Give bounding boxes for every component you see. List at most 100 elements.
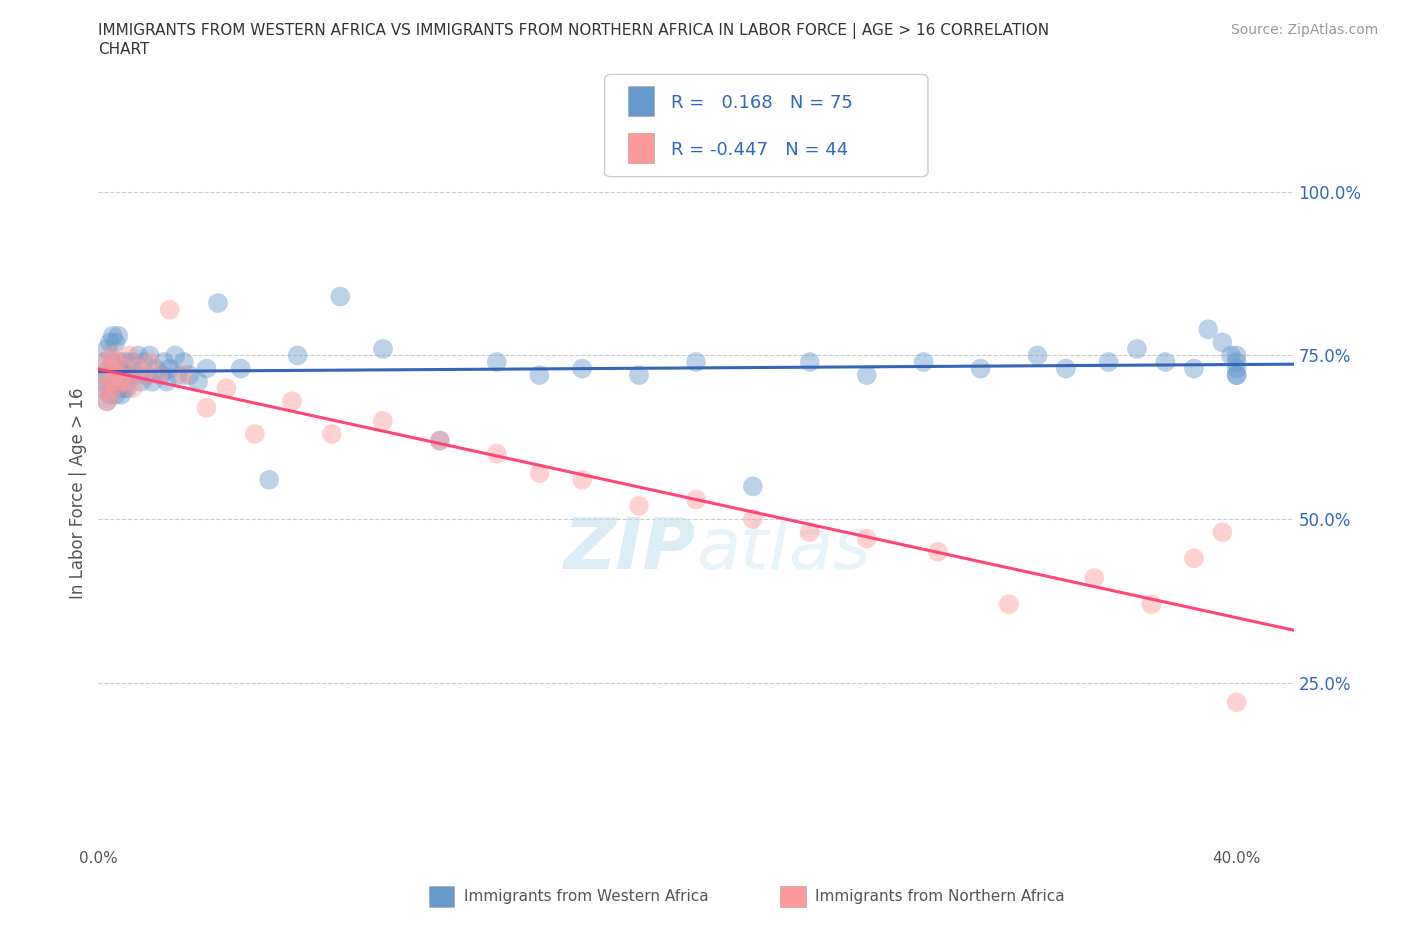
Point: [90, 374, 112, 389]
Point: [121, 380, 143, 395]
Point: [1182, 551, 1205, 565]
Point: [799, 354, 821, 369]
Point: [148, 367, 170, 382]
Point: [969, 361, 991, 376]
Point: [257, 472, 280, 487]
Point: [93, 380, 115, 395]
Point: [855, 531, 877, 546]
Point: [150, 367, 173, 382]
Text: R = -0.447   N = 44: R = -0.447 N = 44: [671, 140, 848, 159]
Point: [173, 354, 195, 369]
Point: [104, 387, 127, 402]
Point: [207, 296, 229, 311]
Text: ZIP: ZIP: [564, 515, 696, 584]
Point: [159, 302, 181, 317]
Point: [135, 367, 157, 382]
Point: [107, 380, 129, 395]
Point: [107, 354, 129, 369]
Point: [96, 354, 118, 369]
Point: [571, 361, 593, 376]
Point: [138, 354, 160, 369]
Point: [998, 597, 1021, 612]
Point: [1026, 348, 1049, 363]
Point: [187, 374, 209, 389]
Point: [371, 414, 394, 429]
Point: [1126, 341, 1149, 356]
Point: [104, 354, 127, 369]
Point: [132, 367, 155, 382]
Point: [429, 433, 451, 448]
Point: [371, 341, 394, 356]
Point: [112, 380, 135, 395]
Point: [1226, 354, 1249, 369]
Point: [927, 544, 949, 559]
Point: [281, 393, 304, 408]
Point: [107, 328, 129, 343]
Point: [741, 512, 763, 526]
Text: IMMIGRANTS FROM WESTERN AFRICA VS IMMIGRANTS FROM NORTHERN AFRICA IN LABOR FORCE: IMMIGRANTS FROM WESTERN AFRICA VS IMMIGR…: [98, 23, 1049, 39]
Point: [156, 374, 179, 389]
Text: R =   0.168   N = 75: R = 0.168 N = 75: [671, 94, 852, 113]
Y-axis label: In Labor Force | Age > 16: In Labor Force | Age > 16: [69, 387, 87, 599]
Point: [215, 380, 238, 395]
Point: [124, 367, 146, 382]
Point: [96, 393, 118, 408]
Point: [1211, 335, 1233, 350]
Point: [912, 354, 935, 369]
Point: [799, 525, 821, 539]
Point: [93, 354, 115, 369]
Text: atlas: atlas: [696, 515, 870, 584]
Point: [485, 354, 508, 369]
Point: [141, 374, 163, 389]
Point: [118, 348, 141, 363]
Point: [143, 361, 166, 376]
Point: [104, 361, 127, 376]
Point: [229, 361, 252, 376]
Point: [1097, 354, 1119, 369]
Point: [98, 361, 121, 376]
Point: [173, 367, 195, 382]
Point: [112, 354, 135, 369]
Point: [571, 472, 593, 487]
Point: [179, 367, 201, 382]
Point: [1226, 361, 1249, 376]
Point: [132, 354, 155, 369]
Point: [1154, 354, 1177, 369]
Point: [153, 354, 176, 369]
Point: [195, 401, 218, 416]
Point: [115, 374, 138, 389]
Point: [329, 289, 352, 304]
Point: [101, 348, 124, 363]
Point: [96, 367, 118, 382]
Point: [101, 374, 124, 389]
Point: [741, 479, 763, 494]
Point: [287, 348, 309, 363]
Point: [110, 374, 132, 389]
Point: [1226, 367, 1249, 382]
Point: [628, 367, 651, 382]
Point: [195, 361, 218, 376]
Point: [628, 498, 651, 513]
Point: [118, 367, 141, 382]
Point: [167, 367, 190, 382]
Point: [485, 446, 508, 461]
Point: [1226, 348, 1249, 363]
Point: [243, 427, 266, 442]
Point: [98, 387, 121, 402]
Point: [1197, 322, 1219, 337]
Text: Immigrants from Western Africa: Immigrants from Western Africa: [464, 889, 709, 904]
Point: [115, 380, 138, 395]
Point: [321, 427, 343, 442]
Point: [107, 367, 129, 382]
Point: [101, 328, 124, 343]
Point: [685, 354, 707, 369]
Point: [165, 348, 187, 363]
Point: [1140, 597, 1163, 612]
Point: [159, 361, 181, 376]
Point: [129, 374, 152, 389]
Text: CHART: CHART: [98, 42, 150, 57]
Point: [1211, 525, 1233, 539]
Point: [115, 354, 138, 369]
Point: [529, 466, 551, 481]
Point: [1083, 570, 1105, 585]
